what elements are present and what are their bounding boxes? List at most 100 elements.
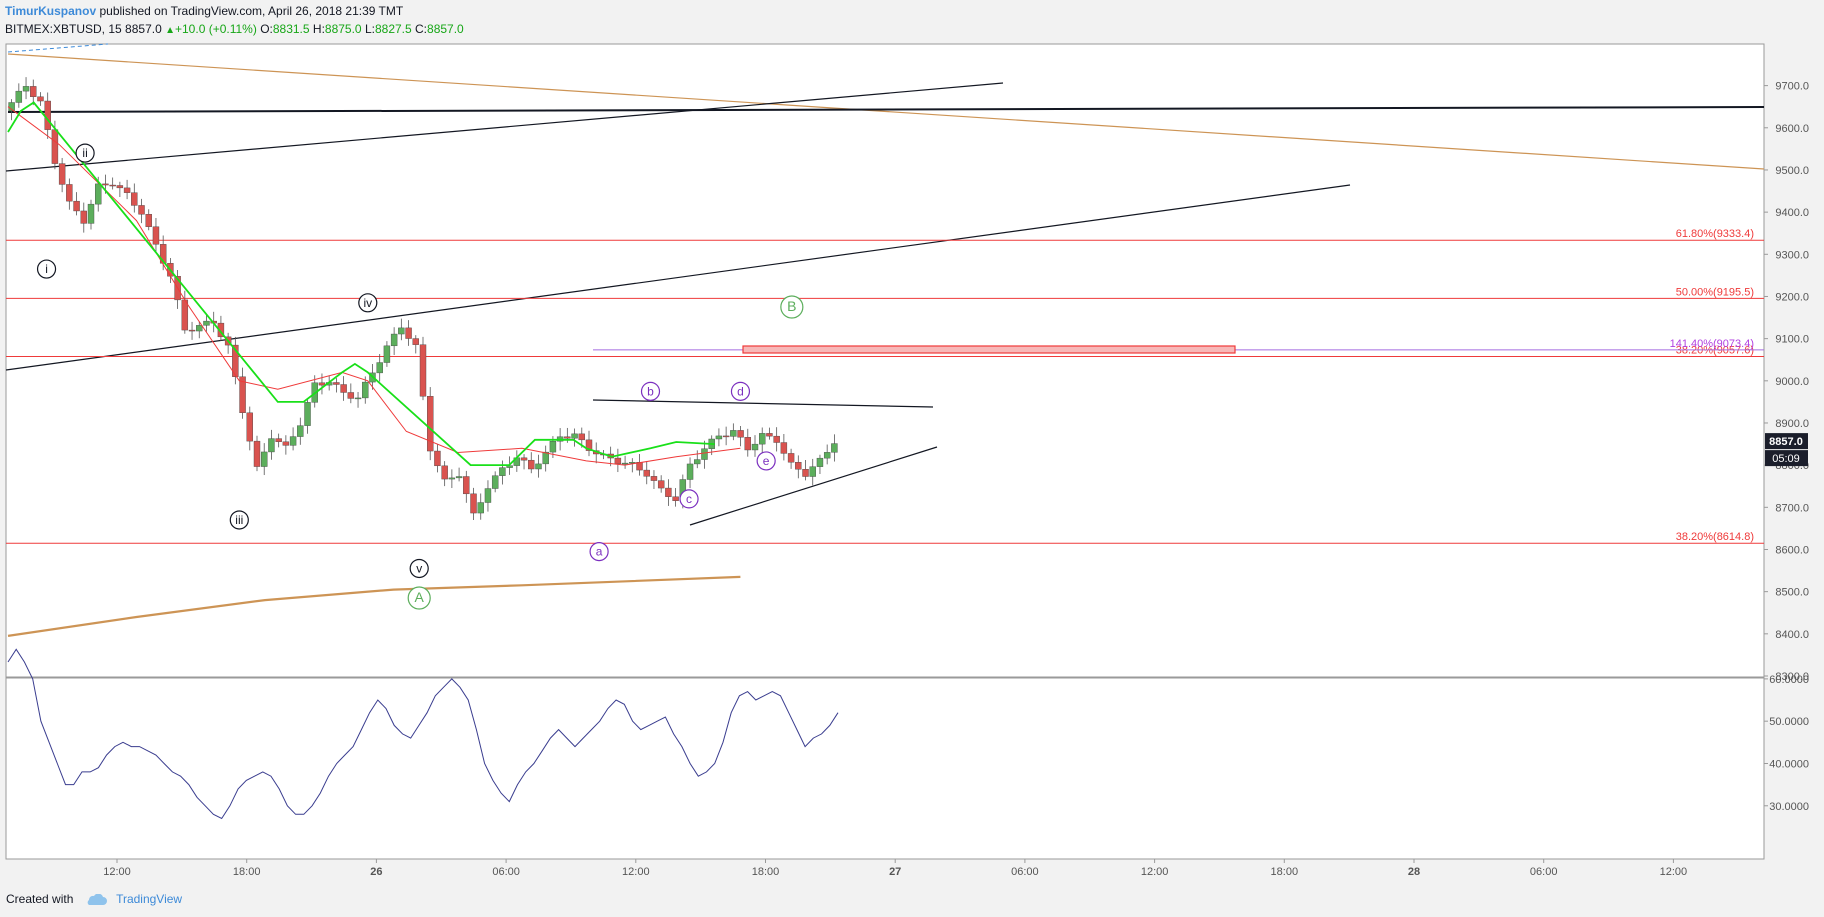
candle-down[interactable] <box>347 392 355 399</box>
candle-up[interactable] <box>571 433 578 439</box>
candle-down[interactable] <box>232 344 239 377</box>
candle-down[interactable] <box>419 344 427 397</box>
candle-down[interactable] <box>802 469 809 477</box>
candle-down[interactable] <box>614 457 622 465</box>
candle-up[interactable] <box>448 477 456 480</box>
candle-up[interactable] <box>759 433 766 445</box>
candle-down[interactable] <box>188 329 196 332</box>
main-pane[interactable] <box>5 43 1765 678</box>
candle-up[interactable] <box>491 475 499 489</box>
candle-up[interactable] <box>499 467 506 476</box>
candle-down[interactable] <box>773 435 780 443</box>
candle-up[interactable] <box>686 463 694 480</box>
candle-down[interactable] <box>123 187 131 193</box>
candle-down[interactable] <box>528 459 535 470</box>
orange-trendline[interactable] <box>7 53 1765 170</box>
candle-down[interactable] <box>282 441 290 446</box>
candle-down[interactable] <box>657 480 665 489</box>
triangle-upper-line[interactable] <box>592 399 934 408</box>
rsi-pane[interactable] <box>5 677 1765 860</box>
candle-down[interactable] <box>412 338 419 345</box>
candle-up[interactable] <box>823 452 831 459</box>
candle-up[interactable] <box>701 448 708 460</box>
candle-down[interactable] <box>80 210 87 224</box>
candle-up[interactable] <box>715 435 723 440</box>
triangle-lower-line[interactable] <box>689 446 938 526</box>
candle-up[interactable] <box>809 466 816 477</box>
candle-down[interactable] <box>650 476 658 481</box>
candle-down[interactable] <box>116 185 124 189</box>
candle-down[interactable] <box>109 184 116 187</box>
candle-down[interactable] <box>102 183 109 186</box>
candle-down[interactable] <box>138 205 145 215</box>
price-chart[interactable]: 9700.0 9600.0 9500.0 9400.0 9300.0 9200.0 9100… <box>0 42 1824 884</box>
candle-down[interactable] <box>253 440 261 467</box>
candle-down[interactable] <box>30 86 37 97</box>
candle-up[interactable] <box>477 502 484 514</box>
candle-up[interactable] <box>455 476 463 479</box>
candle-down[interactable] <box>787 453 795 463</box>
candle-up[interactable] <box>383 345 391 363</box>
upper-channel-line[interactable] <box>5 82 1004 172</box>
candle-up[interactable] <box>95 183 102 205</box>
wave-label-v[interactable]: v <box>409 558 429 579</box>
candle-up[interactable] <box>196 325 203 332</box>
candle-up[interactable] <box>629 462 636 464</box>
candle-up[interactable] <box>289 436 297 446</box>
wave-label-i[interactable]: i <box>36 259 57 279</box>
candle-up[interactable] <box>694 459 701 465</box>
candle-up[interactable] <box>297 425 304 437</box>
candle-up[interactable] <box>203 320 210 326</box>
wave-label-A[interactable]: A <box>407 586 431 610</box>
wave-label-ii[interactable]: ii <box>75 143 95 163</box>
tradingview-brand-link[interactable]: TradingView <box>116 892 183 906</box>
candle-down[interactable] <box>405 327 412 339</box>
candle-up[interactable] <box>22 86 30 92</box>
candle-down[interactable] <box>780 442 788 454</box>
horizontal-resistance-line[interactable] <box>7 106 1765 113</box>
candle-up[interactable] <box>390 333 398 347</box>
wave-label-d[interactable]: d <box>730 381 751 401</box>
candle-down[interactable] <box>665 487 672 497</box>
candle-down[interactable] <box>578 433 585 441</box>
wave-label-B[interactable]: B <box>780 295 804 319</box>
candle-up[interactable] <box>816 457 824 467</box>
candle-down[interactable] <box>73 200 80 212</box>
candle-up[interactable] <box>354 397 362 400</box>
candle-down[interactable] <box>434 450 441 467</box>
candle-down[interactable] <box>66 184 73 202</box>
target-zone-rectangle[interactable] <box>742 345 1236 354</box>
candle-down[interactable] <box>722 435 730 438</box>
candle-down[interactable] <box>766 433 773 437</box>
wave-label-e[interactable]: e <box>756 451 776 471</box>
candle-up[interactable] <box>87 203 95 224</box>
candle-up[interactable] <box>398 327 405 335</box>
candle-down[interactable] <box>131 192 138 206</box>
candle-up[interactable] <box>549 441 557 453</box>
candle-down[interactable] <box>463 476 470 495</box>
candle-up[interactable] <box>304 402 311 426</box>
candle-down[interactable] <box>318 382 326 386</box>
candle-down[interactable] <box>643 469 650 477</box>
candle-up[interactable] <box>621 462 629 465</box>
wave-label-a[interactable]: a <box>589 541 609 562</box>
candle-down[interactable] <box>51 129 59 164</box>
candle-up[interactable] <box>15 90 23 103</box>
candle-up[interactable] <box>362 381 369 399</box>
candle-down[interactable] <box>340 384 347 393</box>
candle-up[interactable] <box>376 362 383 374</box>
wave-label-iv[interactable]: iv <box>358 293 378 313</box>
candle-down[interactable] <box>145 214 152 227</box>
candle-up[interactable] <box>730 430 737 437</box>
candle-down[interactable] <box>44 100 51 130</box>
symbol-label[interactable]: BITMEX:XBTUSD, 15 <box>5 22 122 36</box>
candle-down[interactable] <box>441 465 448 480</box>
candle-down[interactable] <box>470 493 477 514</box>
candle-up[interactable] <box>751 443 759 451</box>
candle-down[interactable] <box>152 226 160 245</box>
candle-down[interactable] <box>246 412 253 442</box>
blue-dashed-line[interactable] <box>7 43 109 53</box>
author-link[interactable]: TimurKuspanov <box>5 4 97 18</box>
wave-label-b[interactable]: b <box>640 381 661 401</box>
candle-down[interactable] <box>427 396 434 452</box>
